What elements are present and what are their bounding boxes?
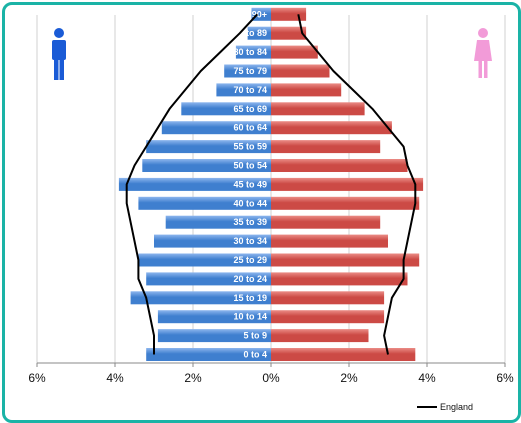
x-tick-label: 0% bbox=[262, 371, 280, 385]
female-bar bbox=[271, 348, 416, 361]
female-bar bbox=[271, 159, 408, 172]
age-label: 60 to 64 bbox=[233, 123, 267, 133]
male-bar bbox=[157, 310, 271, 324]
male-bar bbox=[161, 121, 271, 135]
female-figure-icon bbox=[474, 28, 492, 78]
x-tick-label: 2% bbox=[184, 371, 202, 385]
male-bar bbox=[181, 102, 271, 116]
female-bar bbox=[271, 272, 408, 286]
age-label: 80 to 84 bbox=[233, 47, 267, 57]
age-label: 40 to 44 bbox=[233, 198, 267, 208]
male-bar bbox=[142, 159, 271, 172]
male-bar bbox=[235, 45, 271, 59]
age-label: 15 to 19 bbox=[233, 293, 267, 303]
male-bar bbox=[146, 348, 271, 361]
age-label: 55 to 59 bbox=[233, 142, 267, 152]
x-tick-label: 6% bbox=[28, 371, 46, 385]
age-label: 20 to 24 bbox=[233, 274, 267, 284]
female-bar bbox=[271, 140, 381, 154]
age-label: 45 to 49 bbox=[233, 179, 267, 189]
x-tick-label: 6% bbox=[496, 371, 514, 385]
male-bar bbox=[118, 177, 272, 191]
population-pyramid-chart: 0 to 4 5 to 9 10 to 14 15 to 19 20 to 24 25 t… bbox=[28, 7, 514, 412]
male-bar bbox=[157, 329, 271, 343]
male-figure-icon bbox=[52, 28, 66, 80]
age-label: 70 to 74 bbox=[233, 85, 267, 95]
bars bbox=[118, 7, 424, 361]
age-labels: 0 to 4 5 to 9 10 to 14 15 to 19 20 to 24 25 t… bbox=[233, 9, 267, 359]
female-bar bbox=[271, 253, 420, 267]
age-label: 10 to 14 bbox=[233, 312, 267, 322]
england-line-female bbox=[297, 14, 417, 355]
age-label: 35 to 39 bbox=[233, 217, 267, 227]
male-bar bbox=[247, 26, 271, 40]
age-label: 75 to 79 bbox=[233, 66, 267, 76]
age-label: 25 to 29 bbox=[233, 255, 267, 265]
age-label: 30 to 34 bbox=[233, 236, 267, 246]
male-bar bbox=[138, 253, 271, 267]
female-bar bbox=[271, 215, 381, 229]
female-bar bbox=[271, 291, 385, 305]
x-tick-label: 2% bbox=[340, 371, 358, 385]
male-bar bbox=[146, 140, 271, 154]
female-bar bbox=[271, 64, 330, 78]
male-bar bbox=[165, 215, 271, 229]
legend: England bbox=[417, 402, 473, 412]
female-bar bbox=[271, 7, 307, 21]
age-label: 0 to 4 bbox=[243, 350, 267, 360]
female-bar bbox=[271, 177, 424, 191]
male-bar bbox=[130, 291, 271, 305]
female-bar bbox=[271, 121, 392, 135]
male-bar bbox=[251, 7, 271, 21]
female-bar bbox=[271, 329, 369, 343]
male-bar bbox=[154, 234, 271, 248]
male-bar bbox=[216, 83, 271, 97]
male-bar bbox=[138, 196, 271, 210]
x-tick-label: 4% bbox=[418, 371, 436, 385]
female-bar bbox=[271, 196, 420, 210]
age-label: 50 to 54 bbox=[233, 161, 267, 171]
female-bar bbox=[271, 26, 307, 40]
age-label: 65 to 69 bbox=[233, 104, 267, 114]
female-bar bbox=[271, 45, 318, 59]
female-bar bbox=[271, 310, 385, 324]
england-outline bbox=[125, 13, 417, 355]
male-bar bbox=[146, 272, 271, 286]
female-bar bbox=[271, 102, 365, 116]
age-label: 85 to 89 bbox=[233, 28, 267, 38]
legend-label: England bbox=[440, 402, 473, 412]
england-line-male bbox=[125, 13, 259, 355]
x-tick-label: 4% bbox=[106, 371, 124, 385]
age-label: 90+ bbox=[252, 9, 267, 19]
female-bar bbox=[271, 234, 388, 248]
age-label: 5 to 9 bbox=[243, 331, 267, 341]
x-axis: 6% 4% 2% 0% 2% 4% 6% bbox=[28, 362, 514, 385]
female-bar bbox=[271, 83, 342, 97]
male-bar bbox=[224, 64, 271, 78]
